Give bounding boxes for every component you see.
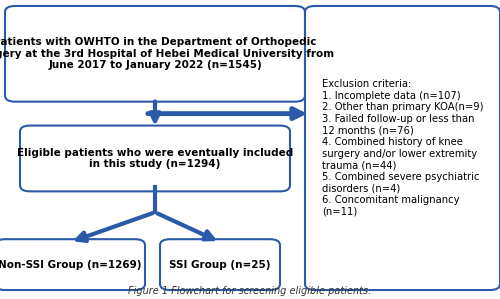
FancyBboxPatch shape [160,239,280,290]
Text: Exclusion criteria:
1. Incomplete data (n=107)
2. Other than primary KOA(n=9)
3.: Exclusion criteria: 1. Incomplete data (… [322,79,484,217]
FancyBboxPatch shape [20,126,290,191]
FancyBboxPatch shape [0,239,145,290]
FancyBboxPatch shape [305,6,500,290]
Text: Non-SSI Group (n=1269): Non-SSI Group (n=1269) [0,260,142,270]
FancyBboxPatch shape [5,6,305,102]
Text: Patients with OWHTO in the Department of Orthopedic
Surgery at the 3rd Hospital : Patients with OWHTO in the Department of… [0,37,334,71]
Text: Eligible patients who were eventually included
in this study (n=1294): Eligible patients who were eventually in… [17,148,293,169]
Text: Figure 1 Flowchart for screening eligible patients.: Figure 1 Flowchart for screening eligibl… [128,286,372,296]
Text: SSI Group (n=25): SSI Group (n=25) [170,260,271,270]
